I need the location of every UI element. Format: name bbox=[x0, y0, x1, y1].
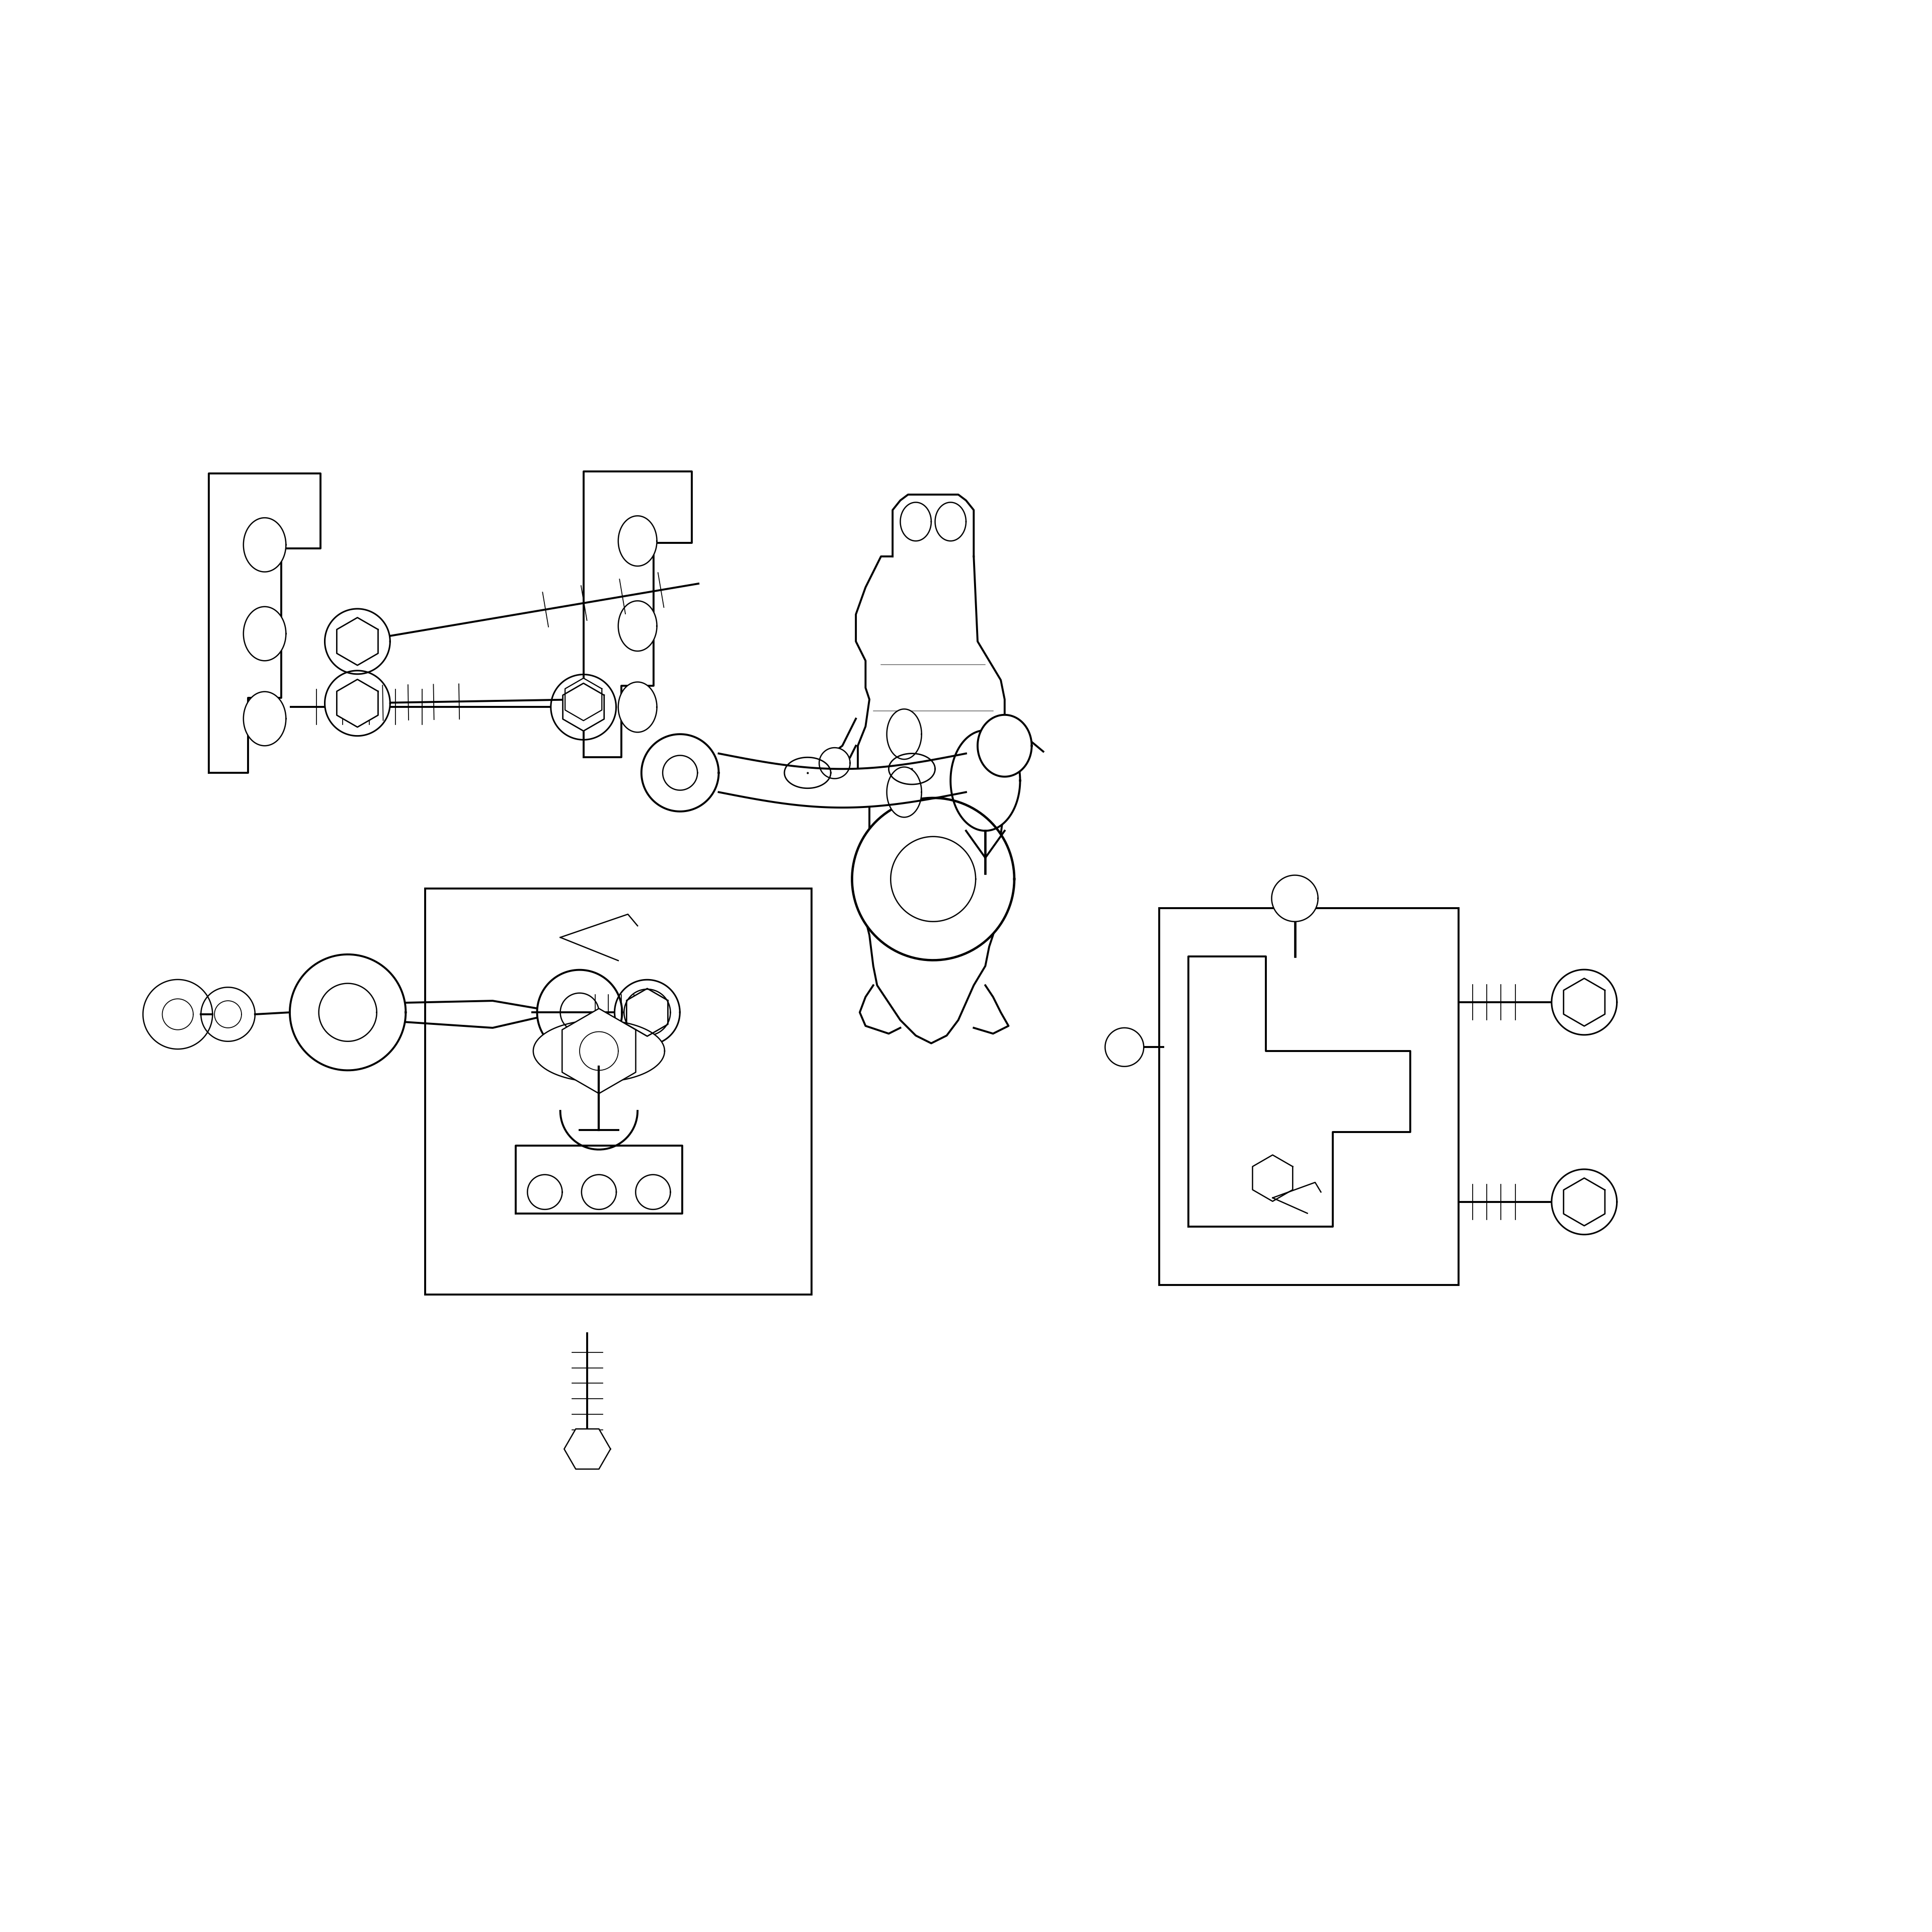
Polygon shape bbox=[618, 682, 657, 732]
Polygon shape bbox=[243, 692, 286, 746]
Polygon shape bbox=[978, 715, 1032, 777]
Polygon shape bbox=[636, 1175, 670, 1209]
Bar bbox=[1159, 908, 1459, 1285]
Polygon shape bbox=[900, 502, 931, 541]
Polygon shape bbox=[856, 556, 1009, 1043]
Polygon shape bbox=[626, 989, 668, 1036]
Polygon shape bbox=[935, 502, 966, 541]
Polygon shape bbox=[290, 954, 406, 1070]
Polygon shape bbox=[143, 980, 213, 1049]
Polygon shape bbox=[887, 767, 922, 817]
Polygon shape bbox=[325, 609, 390, 674]
Polygon shape bbox=[889, 753, 935, 784]
Polygon shape bbox=[1188, 956, 1410, 1227]
Polygon shape bbox=[614, 980, 680, 1045]
Polygon shape bbox=[564, 678, 603, 721]
Polygon shape bbox=[1105, 1028, 1144, 1066]
Polygon shape bbox=[819, 748, 850, 779]
Polygon shape bbox=[516, 1146, 682, 1213]
Polygon shape bbox=[336, 618, 379, 665]
Polygon shape bbox=[325, 670, 390, 736]
Polygon shape bbox=[641, 734, 719, 811]
Polygon shape bbox=[624, 989, 670, 1036]
Polygon shape bbox=[1551, 1169, 1617, 1235]
Polygon shape bbox=[618, 601, 657, 651]
Polygon shape bbox=[618, 516, 657, 566]
Polygon shape bbox=[527, 1175, 562, 1209]
Polygon shape bbox=[564, 1430, 611, 1468]
Polygon shape bbox=[336, 680, 379, 726]
Polygon shape bbox=[852, 798, 1014, 960]
Polygon shape bbox=[562, 1009, 636, 1094]
Polygon shape bbox=[1563, 1179, 1605, 1225]
Polygon shape bbox=[243, 607, 286, 661]
Polygon shape bbox=[533, 1020, 665, 1082]
Polygon shape bbox=[537, 970, 622, 1055]
Polygon shape bbox=[784, 757, 831, 788]
Polygon shape bbox=[201, 987, 255, 1041]
Polygon shape bbox=[562, 684, 605, 730]
Bar bbox=[425, 889, 811, 1294]
Polygon shape bbox=[1563, 978, 1605, 1026]
Polygon shape bbox=[560, 1111, 638, 1150]
Polygon shape bbox=[583, 471, 692, 757]
Polygon shape bbox=[951, 730, 1020, 831]
Polygon shape bbox=[1271, 875, 1318, 922]
Polygon shape bbox=[887, 709, 922, 759]
Polygon shape bbox=[1252, 1155, 1293, 1202]
Polygon shape bbox=[243, 518, 286, 572]
Polygon shape bbox=[893, 495, 974, 556]
Polygon shape bbox=[582, 1175, 616, 1209]
Polygon shape bbox=[1551, 970, 1617, 1036]
Polygon shape bbox=[209, 473, 321, 773]
Polygon shape bbox=[551, 674, 616, 740]
